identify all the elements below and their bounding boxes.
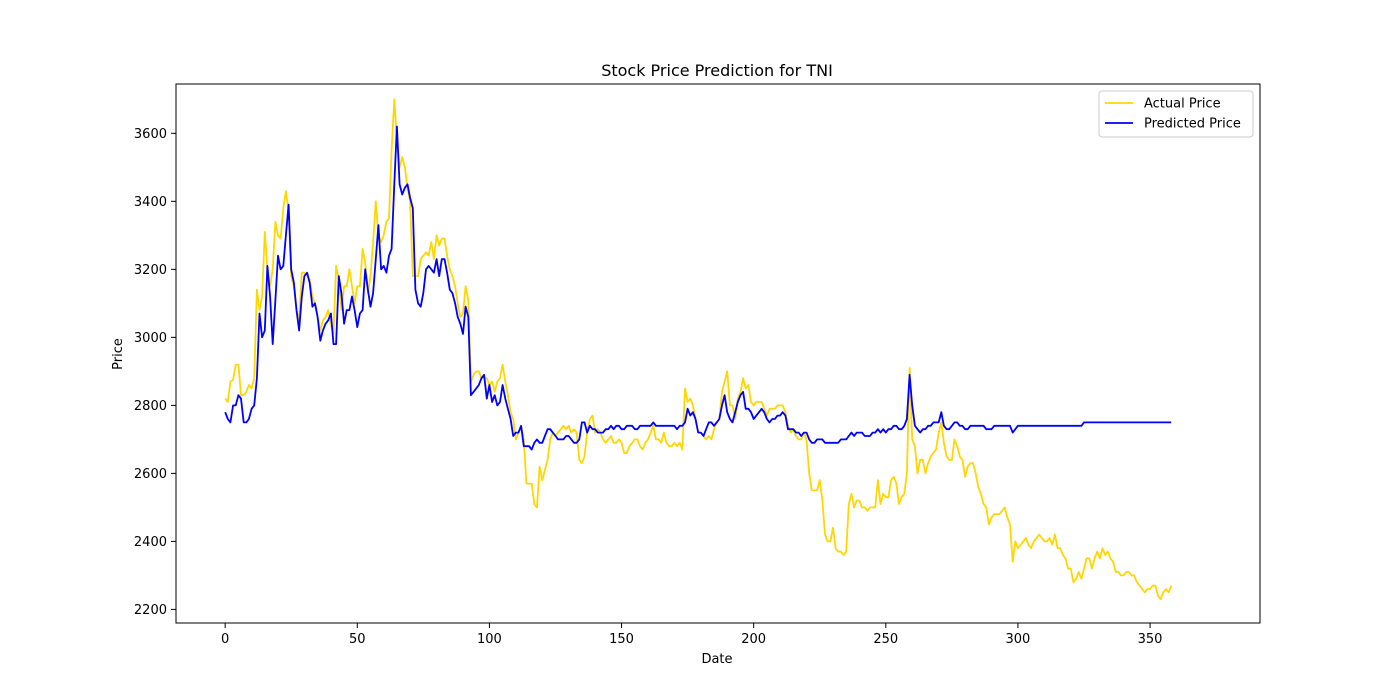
y-tick-label: 3600 <box>134 127 167 142</box>
y-tick-label: 3000 <box>134 331 167 346</box>
legend-box <box>1098 90 1254 138</box>
y-tick-label: 3200 <box>134 263 167 278</box>
y-tick-label: 2200 <box>134 603 167 618</box>
x-tick-label: 150 <box>609 632 634 647</box>
series-line-predicted-price <box>224 125 1172 451</box>
x-tick-label: 0 <box>221 632 229 647</box>
x-tick-label: 50 <box>349 632 366 647</box>
y-tick-label: 2800 <box>134 399 167 414</box>
x-tick-label: 100 <box>477 632 502 647</box>
legend: Actual Price Predicted Price <box>1098 90 1254 138</box>
y-axis-label: Price <box>111 338 126 370</box>
chart-title: Stock Price Prediction for TNI <box>601 61 833 80</box>
plot-frame <box>175 83 1261 624</box>
x-tick-label: 350 <box>1138 632 1163 647</box>
y-tick-label: 2400 <box>134 535 167 550</box>
legend-label: Predicted Price <box>1144 117 1241 132</box>
y-tick-label: 3400 <box>134 195 167 210</box>
x-tick-label: 300 <box>1006 632 1031 647</box>
series-line-actual-price <box>224 98 1173 601</box>
x-tick-label: 250 <box>873 632 898 647</box>
y-tick-label: 2600 <box>134 467 167 482</box>
legend-label: Actual Price <box>1144 97 1221 112</box>
x-axis-label: Date <box>701 652 732 667</box>
plot-area: 0 50 100 150 200 250 300 350 2200 2400 2600 2800 300… <box>134 83 1261 647</box>
x-tick-label: 200 <box>741 632 766 647</box>
